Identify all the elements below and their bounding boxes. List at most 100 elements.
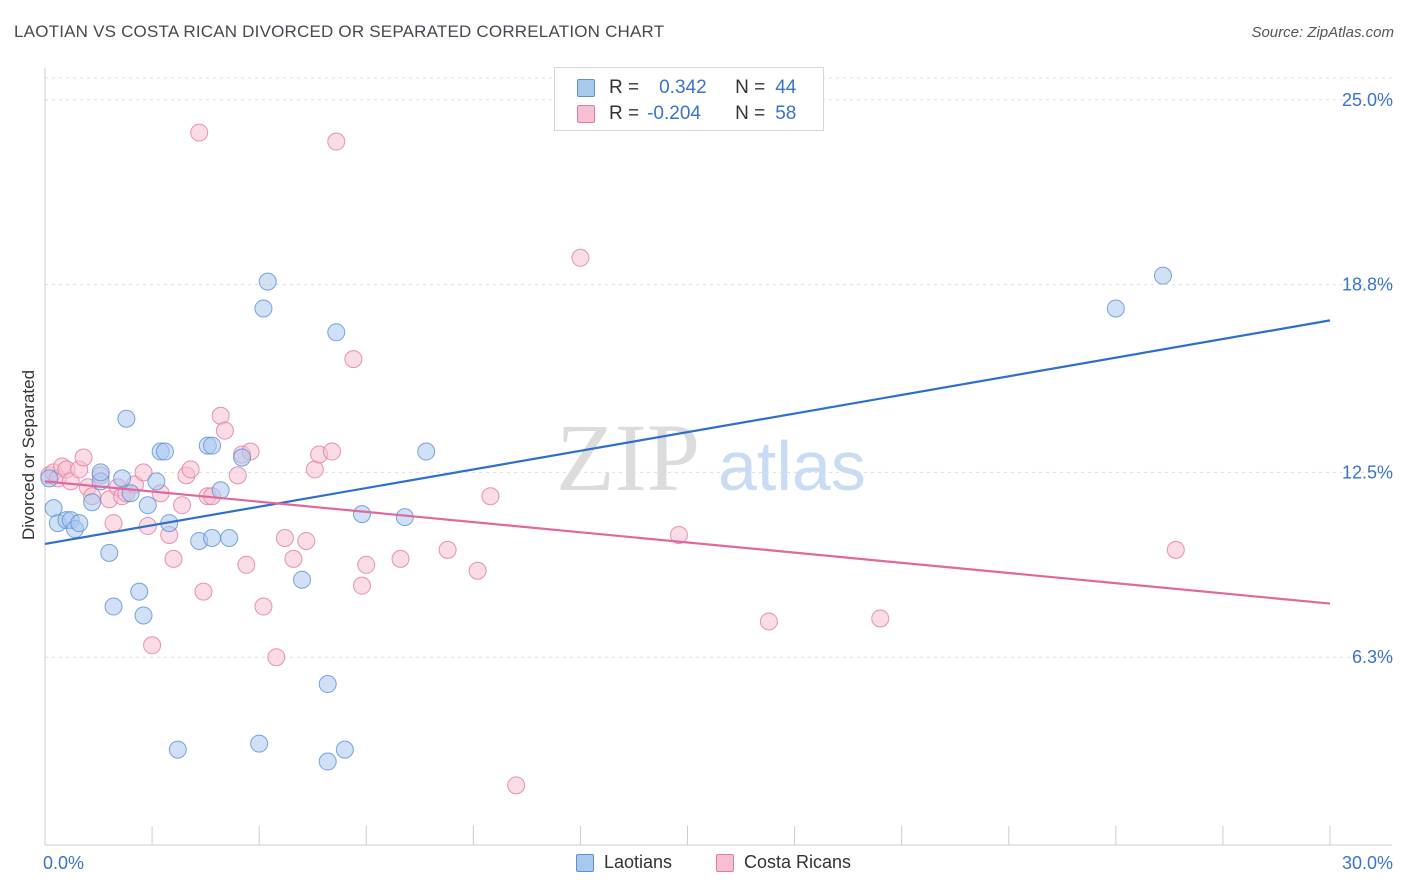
laotian-point <box>121 484 140 503</box>
costa-rican-point <box>322 442 341 461</box>
costa-rican-point <box>1166 540 1185 559</box>
laotian-point <box>335 740 354 759</box>
costa-rican-point <box>228 466 247 485</box>
legend-swatch-pink <box>716 853 734 872</box>
costa-rican-point <box>173 496 192 515</box>
costa-rican-point <box>134 463 153 482</box>
laotian-point <box>220 528 239 547</box>
costa-rican-point <box>481 487 500 506</box>
laotian-point <box>258 272 277 291</box>
laotian-point <box>203 528 222 547</box>
x-tick-label: 30.0% <box>1342 853 1393 873</box>
laotian-point <box>352 505 371 524</box>
laotian-point <box>44 499 63 518</box>
legend-r-label: R = <box>609 103 640 124</box>
laotian-point <box>91 463 110 482</box>
y-axis-label: Divorced or Separated <box>19 370 38 540</box>
costa-rican-point <box>297 531 316 550</box>
laotian-point <box>203 436 222 455</box>
costa-rican-point <box>275 528 294 547</box>
legend-label-laotians: Laotians <box>604 852 673 872</box>
laotian-point <box>83 493 102 512</box>
laotians-points <box>40 266 1172 771</box>
costa-rican-point <box>391 549 410 568</box>
legend-n-label: N = <box>735 103 766 124</box>
legend-item-laotians[interactable]: Laotians <box>576 852 672 873</box>
costa-rican-point <box>571 248 590 267</box>
laotian-point <box>168 740 187 759</box>
stats-legend: R = 0.342 N = 44 R = -0.204 N = 58 <box>554 67 824 131</box>
legend-swatch-blue <box>577 79 595 97</box>
costa-rican-point <box>211 406 230 425</box>
costa-rican-point <box>194 582 213 601</box>
costa-rican-point <box>104 514 123 533</box>
watermark-zip: ZIP <box>556 404 700 511</box>
costa-rican-point <box>181 460 200 479</box>
costa-rican-point <box>190 123 209 142</box>
costa-rican-point <box>237 555 256 574</box>
costa-rican-point <box>871 609 890 628</box>
legend-n-value: 58 <box>775 103 797 124</box>
chart-title: LAOTIAN VS COSTA RICAN DIVORCED OR SEPAR… <box>14 22 665 41</box>
legend-item-costa-ricans[interactable]: Costa Ricans <box>716 852 851 873</box>
costa-rican-point <box>352 576 371 595</box>
costa-rican-point <box>357 555 376 574</box>
laotian-point <box>318 752 337 771</box>
laotian-point <box>254 299 273 318</box>
costa-rican-point <box>267 648 286 667</box>
legend-row-laotians: R = 0.342 N = 44 <box>577 75 796 101</box>
trend-lines <box>44 319 1331 605</box>
tick-labels: 25.0% 18.8% 12.5% 6.3% 0.0% 30.0% <box>43 90 1393 873</box>
x-tick-label: 0.0% <box>43 853 84 873</box>
laotian-point <box>211 481 230 500</box>
legend-n-label: N = <box>735 77 766 98</box>
laotian-point <box>293 570 311 589</box>
costa-rican-point <box>143 636 162 655</box>
legend-label-costa-ricans: Costa Ricans <box>744 852 852 872</box>
costa-rican-point <box>164 549 183 568</box>
laotian-point <box>70 514 89 533</box>
source-credit: Source: ZipAtlas.com <box>1251 24 1394 41</box>
laotian-point <box>113 469 132 488</box>
costa-rican-point <box>507 776 526 795</box>
watermark-atlas: atlas <box>718 427 866 505</box>
laotian-point <box>130 582 149 601</box>
y-tick-label: 6.3% <box>1352 647 1393 667</box>
costa-rican-point <box>759 612 778 631</box>
laotian-point <box>1106 299 1125 318</box>
laotian-point <box>1153 266 1172 285</box>
laotian-point <box>104 597 123 616</box>
laotian-point <box>318 675 337 694</box>
legend-swatch-pink <box>577 105 595 123</box>
laotian-point <box>117 409 136 428</box>
axes <box>44 68 1392 846</box>
laotian-point <box>134 606 153 625</box>
legend-r-value: -0.204 <box>647 103 701 124</box>
legend-swatch-blue <box>576 853 594 872</box>
laotian-point <box>417 442 436 461</box>
laotian-point <box>147 472 166 491</box>
legend-row-costa-ricans: R = -0.204 N = 58 <box>577 101 796 127</box>
costa-ricans-trend-line <box>44 480 1331 605</box>
laotian-point <box>40 469 59 488</box>
laotian-point <box>250 734 269 753</box>
laotians-trend-line <box>44 319 1331 546</box>
costa-rican-point <box>74 448 93 467</box>
y-tick-label: 12.5% <box>1342 462 1393 482</box>
laotian-point <box>100 543 119 562</box>
legend-r-label: R = <box>609 77 640 98</box>
legend-r-value: 0.342 <box>659 77 707 98</box>
y-tick-label: 25.0% <box>1342 90 1393 110</box>
legend-n-value: 44 <box>775 77 797 98</box>
costa-rican-point <box>438 540 457 559</box>
costa-rican-point <box>327 132 346 151</box>
laotian-point <box>233 448 252 467</box>
laotian-point <box>155 442 174 461</box>
costa-rican-point <box>305 460 324 479</box>
watermark: ZIP atlas <box>556 404 866 511</box>
series-legend: Laotians Costa Ricans <box>0 852 1406 876</box>
costa-rican-point <box>344 350 363 369</box>
costa-rican-point <box>669 526 688 544</box>
costa-rican-point <box>215 421 234 440</box>
